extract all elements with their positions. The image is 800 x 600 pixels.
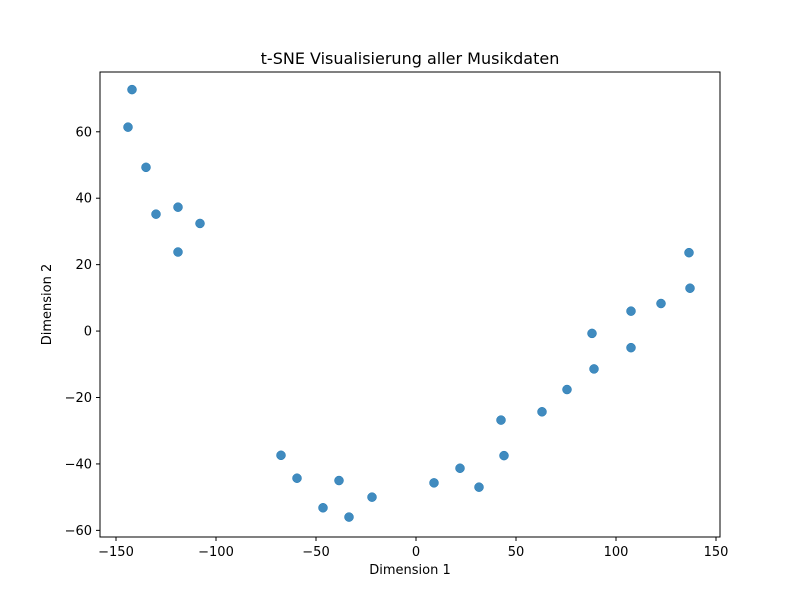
data-point-11 bbox=[334, 475, 344, 486]
data-point-18 bbox=[499, 450, 509, 461]
data-point-25 bbox=[656, 298, 666, 309]
data-point-14 bbox=[429, 478, 439, 488]
x-tick-label: 150 bbox=[704, 545, 729, 560]
y-tick-label: 60 bbox=[75, 125, 92, 140]
data-point-8 bbox=[276, 450, 286, 461]
y-tick-label: 0 bbox=[84, 325, 92, 340]
data-point-16 bbox=[474, 482, 484, 492]
data-point-24 bbox=[626, 342, 636, 353]
data-point-15 bbox=[455, 463, 465, 473]
data-point-1 bbox=[127, 84, 137, 95]
x-tick-label: −150 bbox=[98, 545, 134, 560]
data-point-21 bbox=[587, 328, 597, 339]
plot-area bbox=[100, 72, 720, 537]
data-point-4 bbox=[151, 209, 161, 219]
data-point-23 bbox=[626, 306, 636, 316]
x-tick-label: 50 bbox=[508, 545, 525, 560]
data-point-6 bbox=[195, 218, 205, 229]
data-point-10 bbox=[318, 503, 328, 513]
y-axis-label: Dimension 2 bbox=[40, 264, 55, 346]
x-tick-label: 0 bbox=[412, 545, 420, 560]
data-point-20 bbox=[562, 384, 572, 395]
x-axis-ticks: −150 −100 −50 0 50 100 150 bbox=[98, 537, 728, 560]
x-tick-label: 100 bbox=[604, 545, 629, 560]
y-tick-label: 40 bbox=[75, 192, 92, 207]
x-tick-label: −50 bbox=[302, 545, 329, 560]
data-point-22 bbox=[589, 364, 599, 374]
data-point-17 bbox=[496, 415, 506, 425]
x-axis-label: Dimension 1 bbox=[369, 563, 451, 578]
data-point-12 bbox=[344, 512, 354, 522]
data-point-3 bbox=[141, 162, 151, 173]
plot-frame bbox=[99, 71, 721, 538]
data-point-27 bbox=[685, 283, 695, 293]
data-point-5 bbox=[173, 202, 183, 212]
data-point-26 bbox=[684, 247, 694, 258]
y-tick-label: −60 bbox=[65, 524, 92, 539]
y-axis-ticks: −60 −40 −20 0 20 40 60 bbox=[65, 125, 100, 539]
x-tick-label: −100 bbox=[198, 545, 234, 560]
data-point-7 bbox=[173, 247, 183, 257]
y-tick-label: 20 bbox=[75, 258, 92, 273]
y-tick-label: −40 bbox=[65, 457, 92, 472]
data-points bbox=[123, 84, 695, 522]
chart-title: t-SNE Visualisierung aller Musikdaten bbox=[261, 49, 560, 68]
data-point-19 bbox=[537, 407, 547, 417]
y-tick-label: −20 bbox=[65, 391, 92, 406]
data-point-9 bbox=[292, 473, 302, 483]
data-point-2 bbox=[123, 122, 133, 132]
data-point-13 bbox=[367, 492, 377, 502]
